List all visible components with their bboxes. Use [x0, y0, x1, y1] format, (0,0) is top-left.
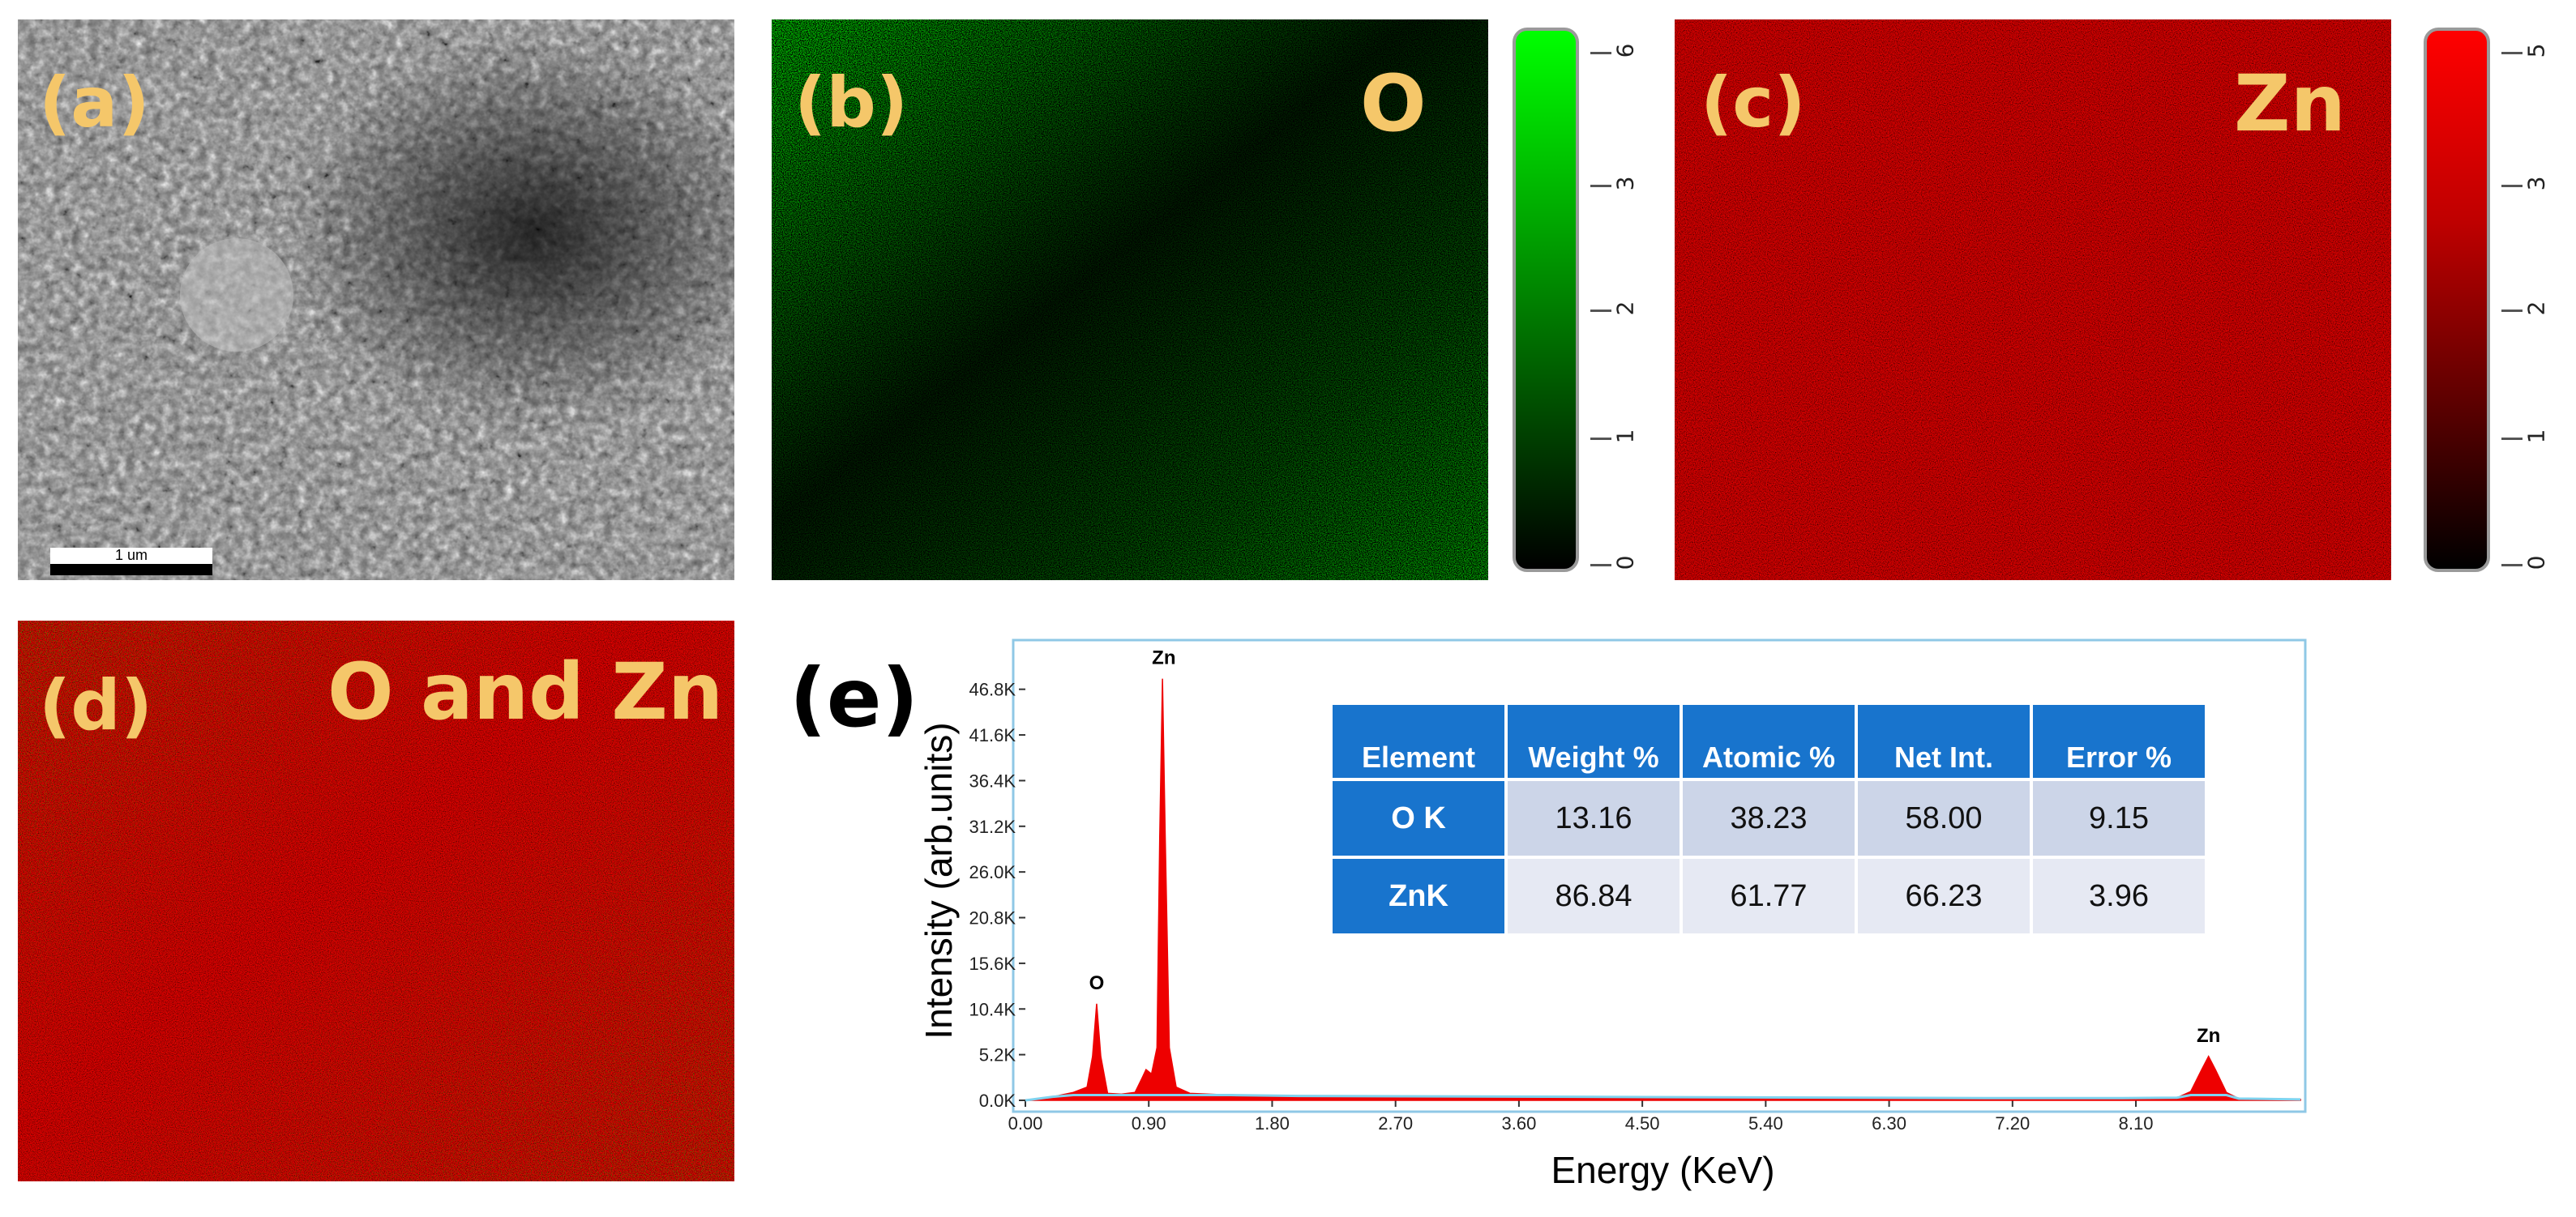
eds-table-header-row: Element Weight % Atomic % Net Int. Error… — [1333, 705, 2205, 778]
colorbar-tick-label: 3 — [2523, 176, 2550, 191]
table-header: Atomic % — [1683, 705, 1855, 778]
table-cell: 61.77 — [1683, 859, 1855, 933]
x-axis-label: Energy (KeV) — [1551, 1149, 1774, 1191]
overlay-map-image — [18, 621, 734, 1181]
colorbar-tick-label: 1 — [2523, 429, 2550, 444]
y-tick-label: 36.4K — [969, 771, 1016, 791]
scale-bar: 1 um — [50, 548, 212, 575]
y-tick-label: 41.6K — [969, 725, 1016, 745]
panel-e-label: (e) — [789, 651, 919, 745]
oxygen-map-image — [772, 19, 1488, 580]
colorbar-tick-label: 2 — [2523, 301, 2550, 316]
x-tick-label: 6.30 — [1872, 1113, 1906, 1134]
table-header: Element — [1333, 705, 1504, 778]
colorbar-tick-label: 3 — [1611, 176, 1639, 191]
table-cell: 3.96 — [2033, 859, 2205, 933]
x-tick-label: 3.60 — [1501, 1113, 1536, 1134]
zinc-colorbar-ticks: 0 1 2 3 5 — [2501, 28, 2558, 572]
scale-bar-label: 1 um — [114, 547, 148, 563]
y-tick-label: 46.8K — [969, 680, 1016, 700]
colorbar-tick — [2501, 52, 2523, 54]
table-cell: 13.16 — [1508, 781, 1680, 856]
table-cell: 58.00 — [1858, 781, 2030, 856]
table-cell: O K — [1333, 781, 1504, 856]
y-tick-label: 5.2K — [979, 1045, 1016, 1065]
y-tick-label: 15.6K — [969, 954, 1016, 974]
colorbar-tick-label: 2 — [1611, 301, 1639, 316]
x-tick-label: 4.50 — [1625, 1113, 1660, 1134]
peak-label: Zn — [2197, 1025, 2220, 1047]
zinc-map-image — [1675, 19, 2391, 580]
panel-c-zinc-map: (c) Zn — [1675, 19, 2391, 580]
table-cell: 86.84 — [1508, 859, 1680, 933]
table-cell: 66.23 — [1858, 859, 2030, 933]
sem-image — [18, 19, 734, 580]
panel-d-label: (d) — [39, 665, 153, 746]
table-cell: ZnK — [1333, 859, 1504, 933]
y-tick-label: 0.0K — [979, 1091, 1016, 1111]
x-tick-label: 8.10 — [2119, 1113, 2154, 1134]
y-tick-label: 20.8K — [969, 908, 1016, 929]
table-header: Error % — [2033, 705, 2205, 778]
x-tick-label: 2.70 — [1378, 1113, 1413, 1134]
oxygen-colorbar — [1513, 28, 1579, 572]
colorbar-tick — [1590, 438, 1611, 440]
zinc-colorbar — [2424, 28, 2490, 572]
x-tick-label: 0.90 — [1132, 1113, 1166, 1134]
y-tick-label: 26.0K — [969, 862, 1016, 882]
panel-e-eds-spectrum: (e) 0.0K 5.2K 10.4K 15.6K 20.8K 26.0K 31.2K 36.… — [778, 616, 2318, 1217]
panel-d-element-label: O and Zn — [327, 647, 724, 737]
colorbar-tick — [2501, 564, 2523, 566]
panel-a-label: (a) — [39, 62, 150, 143]
peak-label: Zn — [1152, 647, 1175, 669]
panel-b-element-label: O — [1360, 58, 1427, 149]
colorbar-tick-label: 5 — [2523, 43, 2550, 58]
y-tick-label: 10.4K — [969, 999, 1016, 1019]
colorbar-tick — [2501, 310, 2523, 312]
table-row: O K 13.16 38.23 58.00 9.15 — [1333, 781, 2205, 856]
colorbar-tick-label: 1 — [1611, 429, 1639, 444]
colorbar-tick-label: 0 — [2523, 555, 2550, 570]
table-cell: 38.23 — [1683, 781, 1855, 856]
colorbar-tick — [2501, 185, 2523, 187]
x-tick-label: 0.00 — [1008, 1113, 1043, 1134]
colorbar-tick — [1590, 185, 1611, 187]
scale-bar-line — [50, 564, 212, 575]
oxygen-colorbar-ticks: 0 1 2 3 6 — [1590, 28, 1647, 572]
colorbar-tick — [1590, 310, 1611, 312]
table-cell: 9.15 — [2033, 781, 2205, 856]
panel-c-label: (c) — [1701, 62, 1806, 143]
peak-label: O — [1089, 972, 1105, 994]
colorbar-tick — [2501, 438, 2523, 440]
colorbar-tick-label: 6 — [1611, 43, 1639, 58]
colorbar-tick-label: 0 — [1611, 555, 1639, 570]
panel-b-oxygen-map: (b) O — [772, 19, 1488, 580]
spectrum-area — [1025, 678, 2301, 1101]
x-tick-label: 1.80 — [1255, 1113, 1290, 1134]
colorbar-tick — [1590, 52, 1611, 54]
table-row: ZnK 86.84 61.77 66.23 3.96 — [1333, 859, 2205, 933]
panel-b-label: (b) — [794, 62, 909, 143]
spectrum-baseline — [1025, 1093, 2301, 1102]
colorbar-tick — [1590, 564, 1611, 566]
x-tick-label: 5.40 — [1748, 1113, 1783, 1134]
table-header: Net Int. — [1858, 705, 2030, 778]
table-header: Weight % — [1508, 705, 1680, 778]
y-tick-label: 31.2K — [969, 817, 1016, 837]
panel-d-overlay-map: (d) O and Zn — [18, 621, 734, 1181]
y-axis-label: Intensity (arb.units) — [918, 722, 960, 1039]
panel-a-sem-image: (a) 1 um — [18, 19, 734, 580]
panel-c-element-label: Zn — [2234, 58, 2346, 149]
x-tick-label: 7.20 — [1995, 1113, 2030, 1134]
eds-table: Element Weight % Atomic % Net Int. Error… — [1329, 702, 2208, 937]
